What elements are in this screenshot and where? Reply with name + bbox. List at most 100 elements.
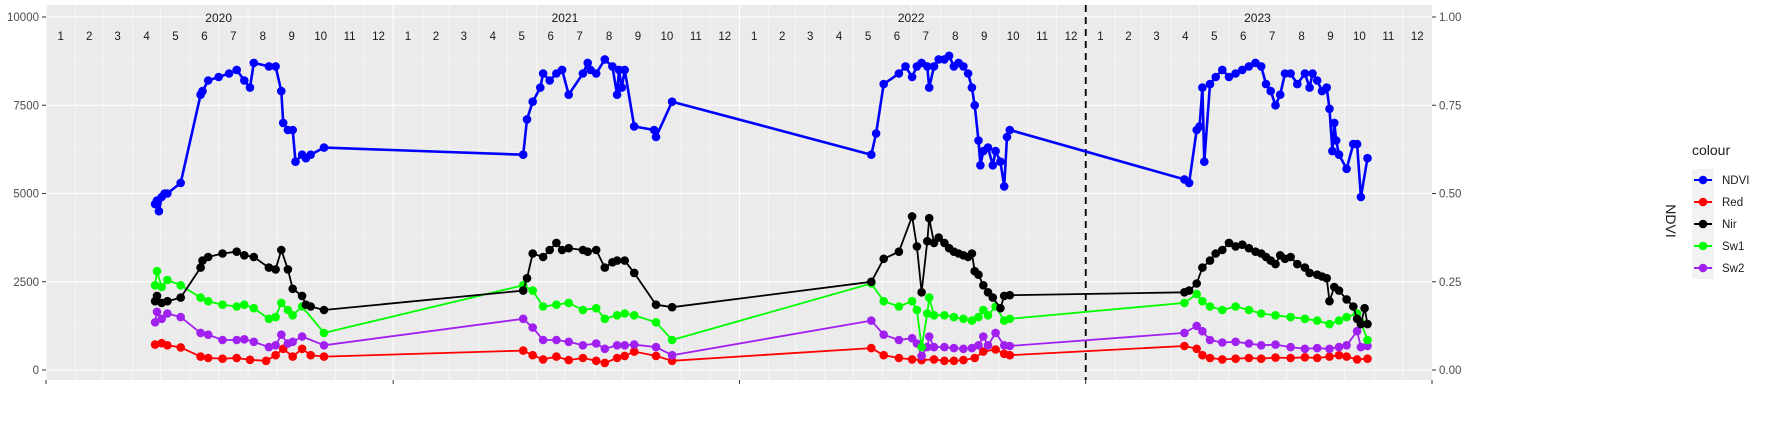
data-point-ndvi <box>319 143 329 152</box>
data-point-sw1 <box>277 298 286 308</box>
data-point-ndvi <box>963 69 973 78</box>
data-point-nir <box>1205 256 1215 265</box>
data-point-ndvi <box>1184 178 1194 188</box>
data-point-nir <box>879 254 888 264</box>
data-point-sw1 <box>240 300 249 310</box>
data-point-sw1 <box>949 312 959 322</box>
data-point-sw1 <box>1192 289 1201 299</box>
data-point-sw2 <box>1192 321 1201 331</box>
data-point-sw1 <box>912 305 922 315</box>
data-point-sw1 <box>959 314 968 324</box>
data-point-nir <box>923 236 932 246</box>
data-point-nir <box>1349 302 1358 311</box>
y-axis-right: 0.00 0.25 0.50 0.75 1.00 <box>1432 12 1461 377</box>
data-point-nir <box>232 247 241 256</box>
data-point-sw1 <box>629 311 639 320</box>
data-point-sw1 <box>924 293 934 302</box>
data-point-ndvi <box>214 72 223 82</box>
data-point-red <box>1218 355 1227 364</box>
data-point-nir <box>297 291 307 301</box>
legend-label: NDVI <box>1722 175 1749 187</box>
data-point-nir <box>1342 295 1351 304</box>
data-point-red <box>600 358 610 368</box>
data-point-nir <box>974 270 983 280</box>
data-point-nir <box>583 247 592 256</box>
month-label: 6 <box>547 31 553 43</box>
data-point-sw1 <box>917 342 926 352</box>
month-label: 5 <box>519 31 525 43</box>
month-label: 6 <box>201 31 207 43</box>
data-point-nir <box>1005 290 1015 300</box>
data-point-sw1 <box>1180 298 1189 308</box>
data-point-ndvi <box>667 97 677 106</box>
data-point-sw1 <box>196 293 205 302</box>
data-point-ndvi <box>970 101 979 110</box>
data-point-nir <box>979 281 988 290</box>
data-point-sw2 <box>894 335 904 345</box>
data-point-ndvi <box>959 62 968 71</box>
month-label: 4 <box>836 31 843 43</box>
data-point-sw1 <box>578 305 588 315</box>
data-point-sw2 <box>979 332 988 341</box>
y-tick-label: 10000 <box>7 12 39 24</box>
data-point-sw2 <box>1300 344 1310 354</box>
data-point-red <box>1325 352 1334 361</box>
data-point-sw2 <box>203 330 213 340</box>
data-point-sw2 <box>578 341 588 350</box>
y-tick-label: 0 <box>33 365 39 377</box>
data-point-nir <box>518 286 528 295</box>
data-point-nir <box>967 249 977 258</box>
data-point-sw1 <box>967 316 977 325</box>
data-point-sw2 <box>879 330 888 340</box>
data-point-red <box>629 347 639 356</box>
data-point-sw1 <box>1218 305 1227 315</box>
month-label: 5 <box>865 31 871 43</box>
data-point-sw2 <box>176 312 185 322</box>
data-point-ndvi <box>564 90 573 99</box>
data-point-sw1 <box>271 312 280 322</box>
data-point-red <box>612 353 622 363</box>
month-label: 9 <box>635 31 641 43</box>
data-point-red <box>867 343 876 353</box>
data-point-sw2 <box>297 332 307 341</box>
data-point-nir <box>249 252 259 262</box>
grid-lines <box>45 5 1432 380</box>
data-point-ndvi <box>974 136 983 145</box>
data-point-red <box>949 356 959 366</box>
data-point-red <box>1180 341 1189 351</box>
data-point-ndvi <box>944 51 954 61</box>
y2-tick-label: 1.00 <box>1439 12 1461 24</box>
data-point-sw2 <box>1231 337 1240 347</box>
data-point-sw2 <box>667 350 677 360</box>
data-point-ndvi <box>867 150 876 159</box>
data-point-sw2 <box>629 340 639 349</box>
data-point-nir <box>1211 249 1220 258</box>
data-point-nir <box>264 263 274 272</box>
month-label: 9 <box>981 31 987 43</box>
data-point-ndvi <box>1200 157 1209 166</box>
y2-tick-label: 0.50 <box>1439 189 1461 201</box>
data-point-ndvi <box>538 69 548 78</box>
month-label: 2 <box>433 31 439 43</box>
data-point-nir <box>912 242 922 251</box>
data-point-nir <box>1286 252 1295 262</box>
data-point-red <box>991 345 1000 354</box>
data-point-sw1 <box>163 275 172 285</box>
data-point-sw2 <box>1198 326 1207 336</box>
data-point-sw2 <box>1312 343 1322 353</box>
data-point-ndvi <box>1322 83 1331 92</box>
data-point-red <box>319 352 329 361</box>
data-point-sw2 <box>518 314 528 324</box>
data-point-ndvi <box>1231 69 1240 78</box>
data-point-sw2 <box>1342 341 1351 350</box>
month-label: 4 <box>1182 31 1189 43</box>
data-point-sw2 <box>929 342 939 352</box>
data-point-ndvi <box>651 132 661 142</box>
data-point-sw2 <box>1334 342 1344 352</box>
data-point-sw2 <box>538 335 548 345</box>
data-point-red <box>1005 350 1015 360</box>
month-label: 8 <box>606 31 612 43</box>
data-point-red <box>297 344 307 354</box>
data-point-red <box>1271 353 1280 362</box>
data-point-ndvi <box>1261 79 1271 89</box>
